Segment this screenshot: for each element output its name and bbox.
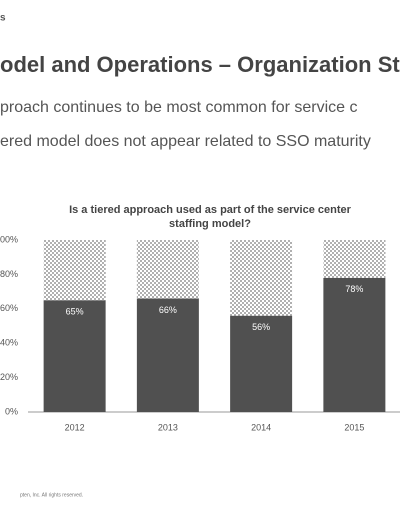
bar-no xyxy=(323,240,386,278)
chart-title: Is a tiered approach used as part of the… xyxy=(69,204,352,216)
bar-yes xyxy=(43,300,106,412)
bar-yes xyxy=(230,315,293,412)
chart-title: staffing model? xyxy=(169,218,251,230)
kicker: s xyxy=(0,13,6,24)
y-tick-label: 40% xyxy=(0,338,18,348)
data-label: 56% xyxy=(252,322,270,332)
x-tick-label: 2013 xyxy=(158,422,178,432)
bar-yes xyxy=(136,298,199,412)
y-tick-label: 20% xyxy=(0,372,18,382)
bullet: proach continues to be most common for s… xyxy=(0,99,358,116)
x-tick-label: 2012 xyxy=(65,422,85,432)
y-tick-label: 00% xyxy=(0,234,18,244)
data-label: 66% xyxy=(159,305,177,315)
y-tick-label: 80% xyxy=(0,269,18,279)
x-tick-label: 2015 xyxy=(344,422,364,432)
data-label: 78% xyxy=(345,284,363,294)
slide-title: odel and Operations – Organization Str xyxy=(0,52,400,77)
y-tick-label: 60% xyxy=(0,303,18,313)
bar-yes xyxy=(323,277,386,412)
data-label: 65% xyxy=(66,307,84,317)
bar-no xyxy=(230,240,293,316)
bullet: ered model does not appear related to SS… xyxy=(0,133,371,150)
bar-no xyxy=(43,240,106,301)
footer: pten, Inc. All rights reserved. xyxy=(20,492,83,498)
x-tick-label: 2014 xyxy=(251,422,271,432)
bar-no xyxy=(136,240,199,299)
y-tick-label: 0% xyxy=(5,406,18,416)
